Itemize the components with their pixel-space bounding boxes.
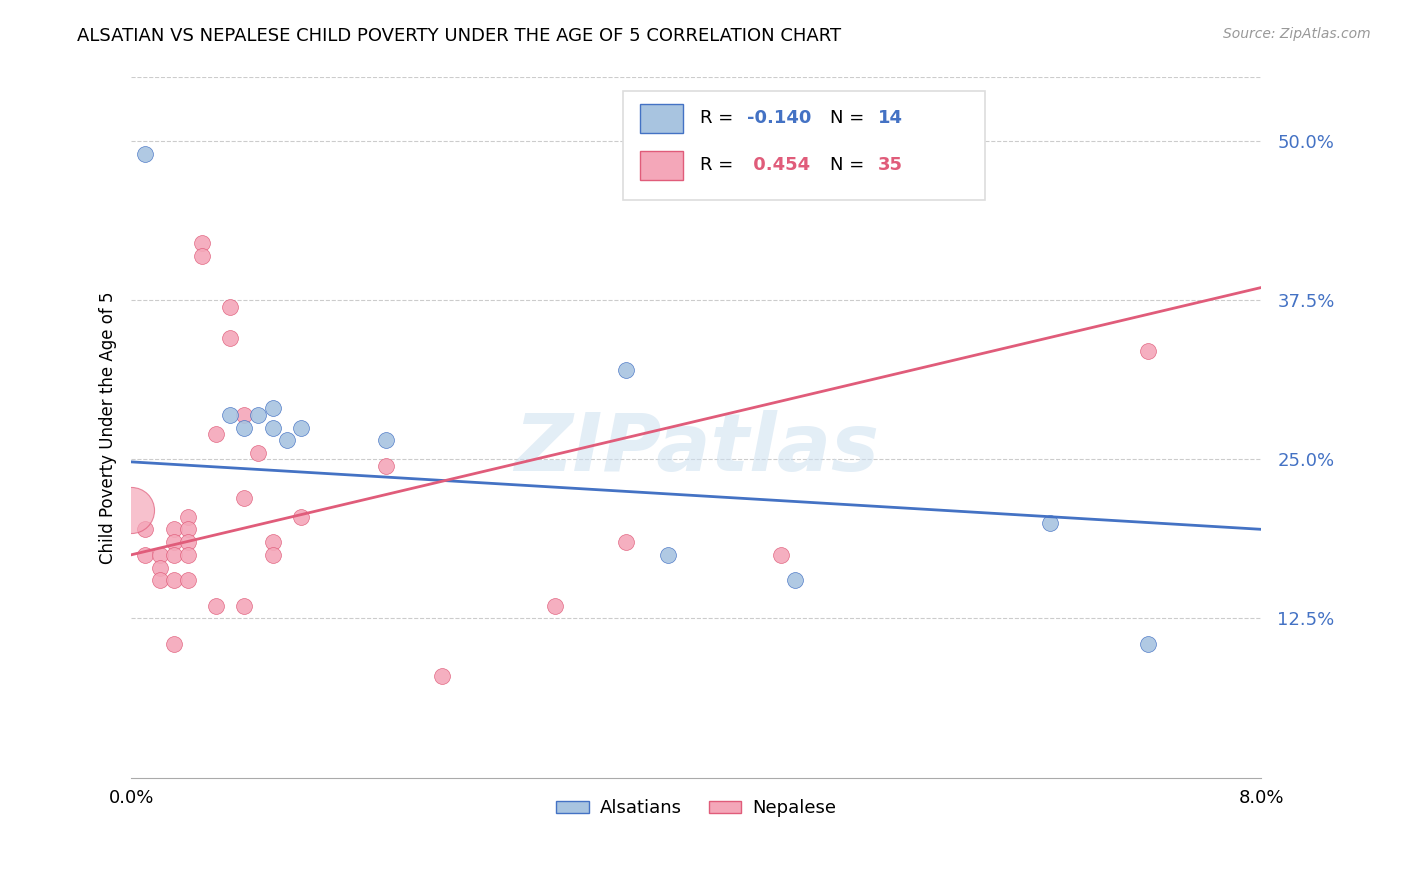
Point — [148, 560, 170, 574]
Point — [374, 434, 396, 448]
Point — [177, 535, 200, 549]
Point — [219, 300, 242, 314]
Point — [134, 522, 156, 536]
Y-axis label: Child Poverty Under the Age of 5: Child Poverty Under the Age of 5 — [100, 292, 117, 564]
Legend: Alsatians, Nepalese: Alsatians, Nepalese — [550, 792, 844, 824]
Point — [162, 548, 184, 562]
Point — [1038, 516, 1060, 530]
Text: 14: 14 — [879, 109, 903, 127]
Point — [177, 522, 200, 536]
Point — [770, 548, 793, 562]
Point — [177, 548, 200, 562]
Point — [177, 509, 200, 524]
Point — [191, 235, 214, 250]
Point — [148, 574, 170, 588]
Text: N =: N = — [830, 109, 870, 127]
Point — [120, 503, 142, 517]
Point — [219, 331, 242, 345]
Text: -0.140: -0.140 — [747, 109, 811, 127]
Text: N =: N = — [830, 156, 870, 174]
Point — [262, 401, 284, 416]
Point — [134, 548, 156, 562]
Text: ZIPatlas: ZIPatlas — [513, 409, 879, 488]
Point — [544, 599, 567, 613]
FancyBboxPatch shape — [640, 151, 683, 180]
Text: ALSATIAN VS NEPALESE CHILD POVERTY UNDER THE AGE OF 5 CORRELATION CHART: ALSATIAN VS NEPALESE CHILD POVERTY UNDER… — [77, 27, 841, 45]
Point — [191, 249, 214, 263]
Point — [205, 426, 228, 441]
Point — [290, 420, 312, 434]
Point — [162, 574, 184, 588]
Point — [148, 548, 170, 562]
FancyBboxPatch shape — [623, 92, 984, 200]
Point — [1137, 344, 1160, 359]
FancyBboxPatch shape — [640, 104, 683, 134]
Point — [262, 535, 284, 549]
Point — [1137, 637, 1160, 651]
Point — [785, 574, 807, 588]
Point — [276, 434, 298, 448]
Point — [614, 535, 637, 549]
Point — [262, 420, 284, 434]
Point — [262, 548, 284, 562]
Text: 0.454: 0.454 — [747, 156, 810, 174]
Point — [162, 535, 184, 549]
Point — [614, 363, 637, 377]
Point — [177, 574, 200, 588]
Point — [247, 408, 270, 422]
Point — [247, 446, 270, 460]
Point — [162, 637, 184, 651]
Point — [233, 599, 256, 613]
Point — [374, 458, 396, 473]
Point — [205, 599, 228, 613]
Text: R =: R = — [700, 156, 738, 174]
Point — [430, 669, 453, 683]
Point — [290, 509, 312, 524]
Point — [233, 408, 256, 422]
Point — [233, 491, 256, 505]
Text: R =: R = — [700, 109, 738, 127]
Text: 35: 35 — [879, 156, 903, 174]
Point — [219, 408, 242, 422]
Point — [657, 548, 679, 562]
Point — [233, 420, 256, 434]
Point — [134, 146, 156, 161]
Text: Source: ZipAtlas.com: Source: ZipAtlas.com — [1223, 27, 1371, 41]
Point — [162, 522, 184, 536]
